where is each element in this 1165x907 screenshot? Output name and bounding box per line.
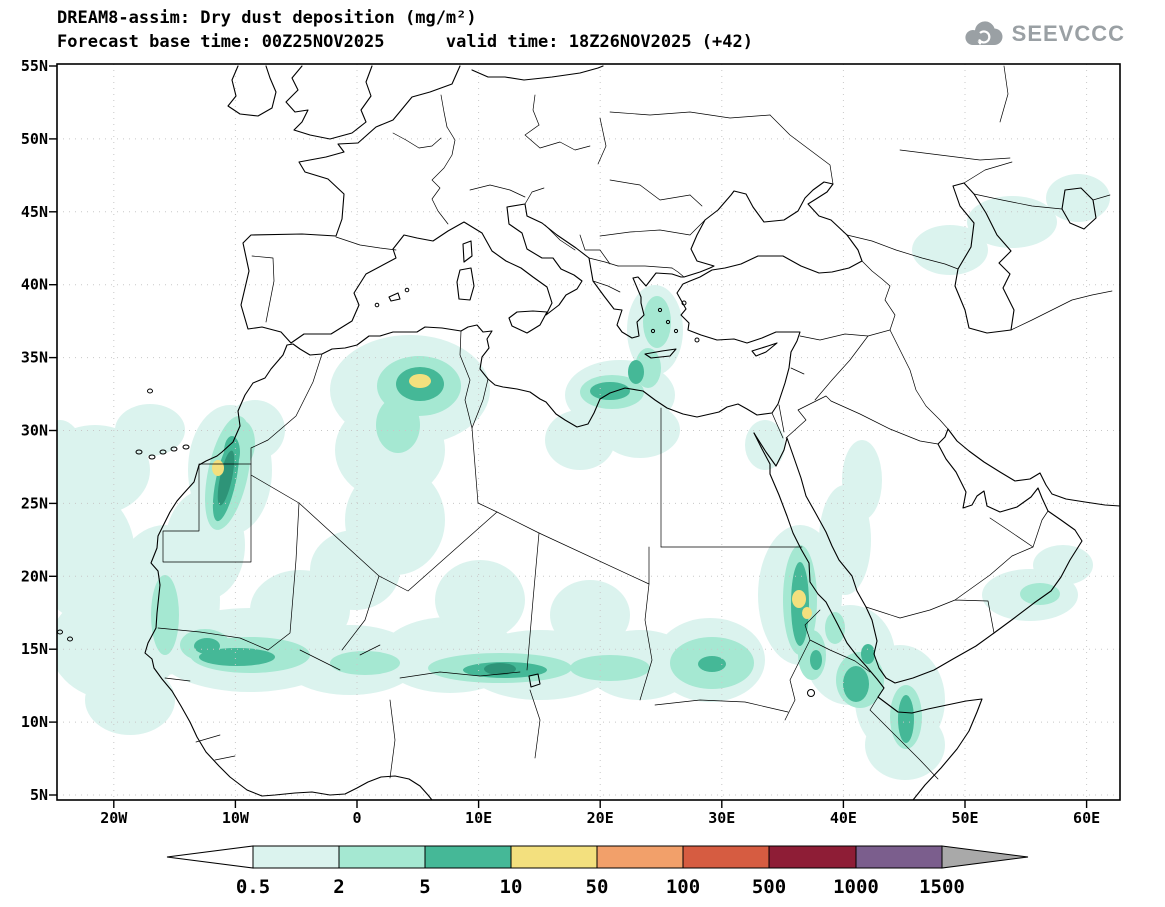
- colorbar-label: 10: [500, 876, 523, 898]
- lon-tick-label: 60E: [1073, 809, 1100, 827]
- colorbar-arrow-left: [166, 845, 254, 869]
- lat-tick-label: 35N: [21, 349, 48, 367]
- map-frame: [56, 63, 1121, 801]
- lon-tick-label: 0: [352, 809, 361, 827]
- lat-tick-label: 10N: [21, 713, 48, 731]
- colorbar-segment: [252, 845, 340, 869]
- colorbar-label: 1000: [833, 876, 879, 898]
- lat-tick-label: 55N: [21, 57, 48, 75]
- colorbar-label: 2: [333, 876, 344, 898]
- colorbar-segment: [768, 845, 857, 869]
- lat-tick-label: 5N: [30, 786, 48, 804]
- colorbar-segment: [338, 845, 426, 869]
- colorbar-segment: [424, 845, 512, 869]
- plot-subtitle: Forecast base time: 00Z25NOV2025 valid t…: [57, 32, 753, 52]
- cloud-logo-icon: [965, 21, 1003, 46]
- lat-tick-label: 30N: [21, 422, 48, 440]
- colorbar: 0.5 2 5 10 50 100 500 1000 1500: [166, 845, 1029, 898]
- colorbar-segment: [510, 845, 598, 869]
- lon-tick-label: 30E: [708, 809, 735, 827]
- small-islands: [57, 287, 815, 697]
- lat-tick-label: 50N: [21, 130, 48, 148]
- lon-tick-label: 10E: [465, 809, 492, 827]
- lon-tick-label: 50E: [951, 809, 978, 827]
- colorbar-segment: [855, 845, 943, 869]
- lat-tick-label: 20N: [21, 567, 48, 585]
- colorbar-segment: [682, 845, 770, 869]
- lon-tick-label: 20E: [587, 809, 614, 827]
- colorbar-label: 5: [419, 876, 430, 898]
- colorbar-label: 1500: [919, 876, 965, 898]
- lat-tick-label: 15N: [21, 640, 48, 658]
- seevccc-logo: SEEVCCC: [962, 20, 1125, 48]
- lat-tick-label: 40N: [21, 276, 48, 294]
- lon-axis-labels: 20W 10W 0 10E 20E 30E 40E 50E 60E: [100, 809, 1100, 827]
- lat-tick-label: 45N: [21, 203, 48, 221]
- country-borders: [157, 65, 1113, 780]
- axis-ticks: [49, 65, 1088, 808]
- colorbar-arrow-right: [941, 845, 1029, 869]
- colorbar-segment: [596, 845, 684, 869]
- lon-tick-label: 20W: [100, 809, 128, 827]
- colorbar-label: 0.5: [236, 876, 270, 898]
- logo-text: SEEVCCC: [1011, 21, 1125, 46]
- lon-tick-label: 40E: [830, 809, 857, 827]
- colorbar-label: 50: [586, 876, 609, 898]
- lat-tick-label: 25N: [21, 494, 48, 512]
- plot-title: DREAM8-assim: Dry dust deposition (mg/m²…: [57, 8, 477, 28]
- lat-axis-labels: 55N 50N 45N 40N 35N 30N 25N 20N 15N 10N …: [21, 57, 48, 804]
- colorbar-label: 500: [752, 876, 786, 898]
- colorbar-label: 100: [666, 876, 700, 898]
- lon-tick-label: 10W: [222, 809, 250, 827]
- coastlines: [57, 65, 1120, 800]
